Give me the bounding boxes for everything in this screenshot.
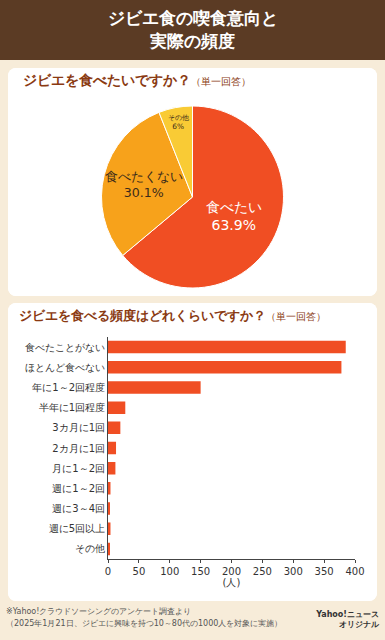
svg-text:150: 150 [191,566,210,577]
svg-text:食べたくない30.1%: 食べたくない30.1% [105,169,183,200]
svg-text:食べたい63.9%: 食べたい63.9% [206,199,262,233]
svg-text:0: 0 [105,566,111,577]
svg-text:月に1～2回: 月に1～2回 [52,463,105,474]
svg-text:400: 400 [345,566,364,577]
svg-text:350: 350 [315,566,334,577]
svg-text:食べたことがない: 食べたことがない [25,342,105,353]
svg-text:300: 300 [284,566,303,577]
html-text:Yahoo!ニュース: Yahoo!ニュース [316,610,379,619]
html-text:オリジナル: オリジナル [339,620,379,629]
svg-text:ほとんど食べない: ほとんど食べない [25,362,105,373]
svg-text:週に1～2回: 週に1～2回 [52,483,105,494]
svg-text:3カ月に1回: 3カ月に1回 [52,422,105,433]
svg-text:ジビエを食べたいですか？（単一回答）: ジビエを食べたいですか？（単一回答） [23,72,251,88]
svg-text:週に5回以上: 週に5回以上 [49,523,105,534]
svg-text:100: 100 [160,566,179,577]
svg-text:(人): (人) [223,577,241,588]
html-text:ジビエ食の喫食意向と: ジビエ食の喫食意向と [107,8,278,28]
svg-text:200: 200 [222,566,241,577]
svg-text:年に1～2回程度: 年に1～2回程度 [32,382,105,393]
svg-text:250: 250 [253,566,272,577]
svg-text:その他: その他 [75,543,105,554]
svg-text:2カ月に1回: 2カ月に1回 [52,443,105,454]
html-text:※Yahoo!クラウドソーシングのアンケート調査より: ※Yahoo!クラウドソーシングのアンケート調査より [6,607,192,616]
svg-text:ジビエを食べる頻度はどれくらいですか？（単一回答）: ジビエを食べる頻度はどれくらいですか？（単一回答） [19,308,326,323]
svg-text:その他6%: その他6% [168,113,189,132]
html-text:実際の頻度: 実際の頻度 [150,31,235,51]
svg-text:半年に1回程度: 半年に1回程度 [39,402,105,413]
html-text:（2025年1月21日、ジビエに興味を持つ10～80代の10: （2025年1月21日、ジビエに興味を持つ10～80代の1000人を対象に実施） [6,619,283,628]
svg-text:週に3～4回: 週に3～4回 [52,503,105,514]
svg-text:50: 50 [133,566,146,577]
